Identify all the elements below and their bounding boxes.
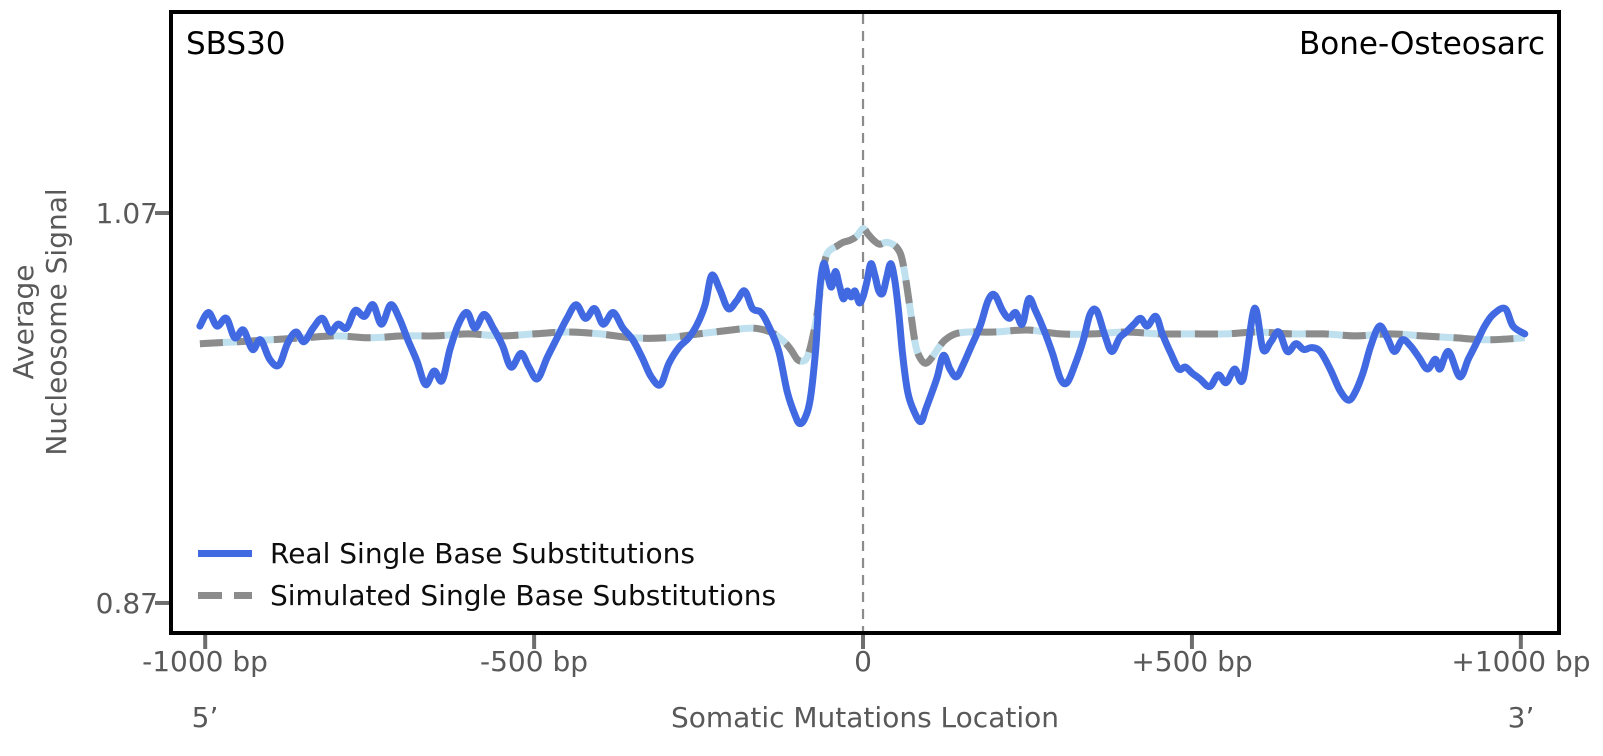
real-line-swatch	[198, 549, 252, 557]
real-line	[196, 259, 1529, 428]
plot-border	[169, 10, 1561, 635]
x-tick-label-zero: 0	[854, 645, 872, 678]
x-axis-label: Somatic Mutations Location	[671, 701, 1059, 734]
x-tick-label-pos1000: +1000 bp	[1451, 645, 1591, 678]
y-axis-label: Average Nucleosome Signal	[7, 188, 73, 455]
x-tick-marks	[203, 635, 1523, 649]
simulated-line-swatch	[198, 591, 252, 599]
legend-item-real: Real Single Base Substitutions	[198, 536, 695, 570]
legend-label-simulated: Simulated Single Base Substitutions	[270, 578, 777, 612]
three-prime-label: 3’	[1507, 701, 1535, 734]
y-tick-marks	[155, 211, 169, 605]
x-tick-label-neg500: -500 bp	[480, 645, 588, 678]
legend-item-simulated: Simulated Single Base Substitutions	[198, 578, 776, 612]
signature-label: SBS30	[186, 26, 286, 62]
y-tick-label-0-87: 0.87	[95, 587, 158, 620]
x-tick-label-pos500: +500 bp	[1131, 645, 1253, 678]
y-axis-label-line1: Average	[7, 264, 40, 380]
simulated-line	[199, 225, 1525, 367]
legend-label-real: Real Single Base Substitutions	[270, 536, 695, 570]
cancer-type-label: Bone-Osteosarc	[1298, 26, 1545, 62]
y-tick-label-1-07: 1.07	[95, 197, 158, 230]
five-prime-label: 5’	[191, 701, 219, 734]
x-tick-label-neg1000: -1000 bp	[142, 645, 268, 678]
